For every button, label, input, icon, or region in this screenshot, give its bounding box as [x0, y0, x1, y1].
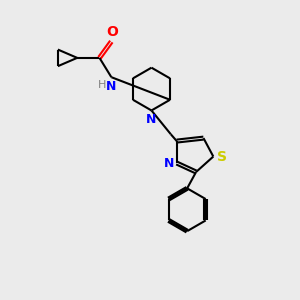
Text: N: N — [106, 80, 116, 93]
Text: N: N — [146, 113, 157, 126]
Text: S: S — [217, 149, 227, 164]
Text: N: N — [164, 157, 174, 169]
Text: H: H — [98, 80, 106, 90]
Text: O: O — [106, 25, 118, 39]
